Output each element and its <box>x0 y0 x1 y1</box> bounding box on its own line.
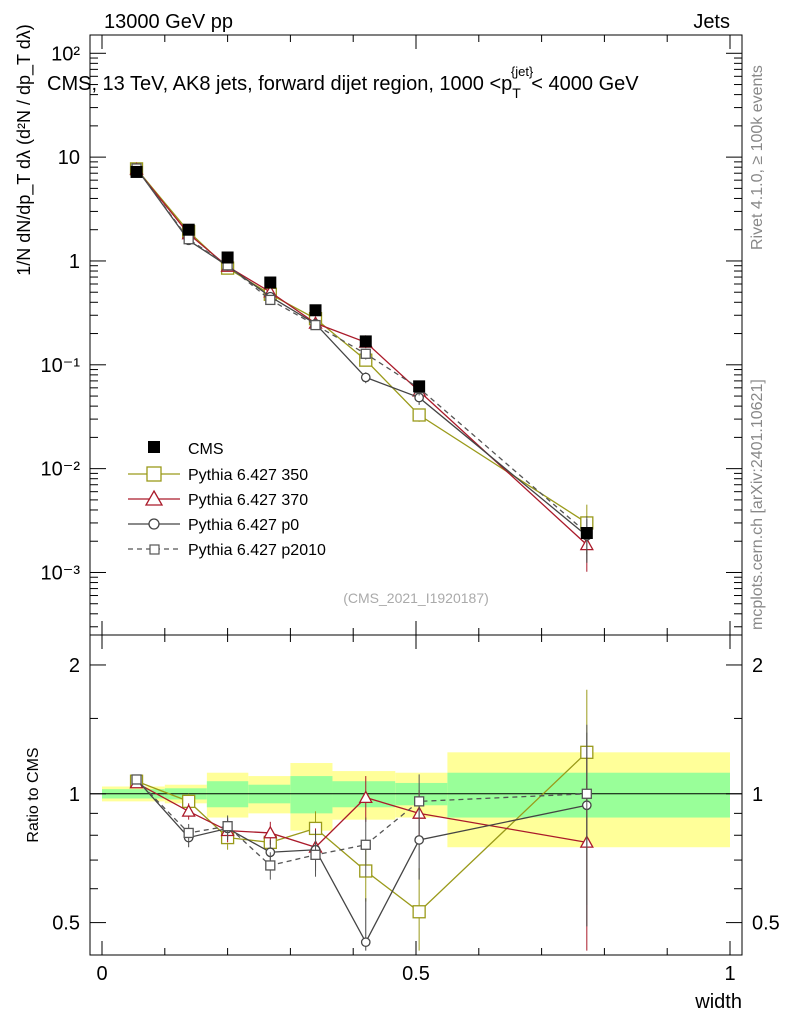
side-label-mcplots: mcplots.cern.ch [arXiv:2401.10621] <box>749 379 766 630</box>
cms-point-0 <box>130 165 143 178</box>
ratio-point-3-0 <box>131 774 142 785</box>
upper-line-3 <box>136 168 588 534</box>
legend-370-label: Pythia 6.427 370 <box>188 492 308 509</box>
y-upper-tick-label-2: 10⁻¹ <box>41 355 81 377</box>
upper-series <box>129 161 594 572</box>
title-sup: {jet} <box>511 64 534 79</box>
cms-point-6 <box>413 380 426 393</box>
plot-title: CMS, 13 TeV, AK8 jets, forward dijet reg… <box>47 64 639 101</box>
y-lower-tick-label-right-1: 1 <box>752 784 763 806</box>
ratio-point-3-5 <box>360 839 371 850</box>
legend-350-marker <box>146 466 162 482</box>
y-upper-tick-label-0: 10⁻³ <box>41 562 81 584</box>
legend: CMS Pythia 6.427 350 Pythia 6.427 370 Py… <box>128 441 326 559</box>
legend-p2010-label: Pythia 6.427 p2010 <box>188 542 326 559</box>
cms-point-1 <box>182 223 195 236</box>
legend-cms-marker <box>148 441 160 453</box>
ratio-point-2-6 <box>414 835 424 845</box>
x-tick-label-1: 0.5 <box>402 963 430 985</box>
xlabel: width <box>694 991 742 1013</box>
legend-370-marker <box>144 489 164 506</box>
x-tick-label-2: 1 <box>724 963 735 985</box>
upper-point-2-5 <box>360 372 371 383</box>
ratio-series <box>129 689 594 951</box>
cms-point-2 <box>221 251 234 264</box>
ratio-point-3-7 <box>581 788 592 799</box>
y-upper-tick-label-5: 10² <box>51 43 80 65</box>
cms-uncertainty-bands <box>90 752 742 848</box>
header-right: Jets <box>693 11 730 33</box>
upper-point-3-5 <box>360 348 371 359</box>
legend-p2010-marker <box>149 544 160 555</box>
upper-point-3-3 <box>265 294 276 306</box>
y-upper-tick-label-1: 10⁻² <box>41 459 81 481</box>
title-sub: T <box>512 85 521 101</box>
ratio-line-2 <box>136 779 587 944</box>
ylabel-upper: 1/N dN/dp_T dλ (d²N / dp_T dλ) <box>14 24 35 275</box>
y-lower-tick-label-right-0: 0.5 <box>752 913 780 935</box>
band-inner-4 <box>290 776 333 814</box>
y-lower-tick-label-1: 1 <box>69 784 80 806</box>
x-tick-label-0: 0 <box>96 963 107 985</box>
cms-point-3 <box>264 276 277 289</box>
y-lower-tick-label-right-2: 2 <box>752 655 763 677</box>
legend-cms-label: CMS <box>188 441 224 458</box>
upper-line-2 <box>136 168 588 537</box>
legend-p0-label: Pythia 6.427 p0 <box>188 517 299 534</box>
ratio-point-2-5 <box>360 937 371 948</box>
y-upper-tick-label-4: 10 <box>58 147 80 169</box>
side-label-rivet: Rivet 4.1.0, ≥ 100k events <box>749 65 766 250</box>
ratio-point-3-2 <box>222 821 233 832</box>
header-left: 13000 GeV pp <box>104 11 233 33</box>
legend-p0-marker <box>148 518 160 530</box>
ratio-point-3-3 <box>265 860 276 871</box>
upper-point-3-1 <box>183 234 194 245</box>
ratio-line-1 <box>136 782 587 848</box>
y-lower-tick-label-0: 0.5 <box>52 913 80 935</box>
legend-350-label: Pythia 6.427 350 <box>188 467 308 484</box>
watermark: (CMS_2021_I1920187) <box>343 590 489 606</box>
ylabel-lower: Ratio to CMS <box>25 747 42 842</box>
axis-ticks: 0 0.5 1 10⁻³ 10⁻² 10⁻¹ 1 10 10² 0.5 0.5 1 1 2 2 <box>41 35 780 985</box>
cms-point-4 <box>309 304 322 317</box>
y-lower-tick-label-2: 2 <box>69 655 80 677</box>
upper-point-3-4 <box>310 319 321 331</box>
title-main: CMS, 13 TeV, AK8 jets, forward dijet reg… <box>47 73 512 95</box>
y-upper-tick-label-3: 1 <box>69 251 80 273</box>
ratio-point-0-6 <box>412 905 426 919</box>
cms-point-5 <box>359 335 372 348</box>
ratio-point-1-5 <box>358 790 373 803</box>
ratio-line-3 <box>136 779 587 867</box>
ratio-point-3-1 <box>183 827 194 839</box>
ratio-point-3-4 <box>310 849 321 860</box>
cms-point-7 <box>580 527 593 540</box>
ratio-point-1-1 <box>181 803 196 817</box>
title-end: < 4000 GeV <box>531 73 639 95</box>
ratio-point-1-3 <box>263 825 278 839</box>
upper-point-0-6 <box>412 408 426 422</box>
ratio-point-3-6 <box>413 796 425 807</box>
